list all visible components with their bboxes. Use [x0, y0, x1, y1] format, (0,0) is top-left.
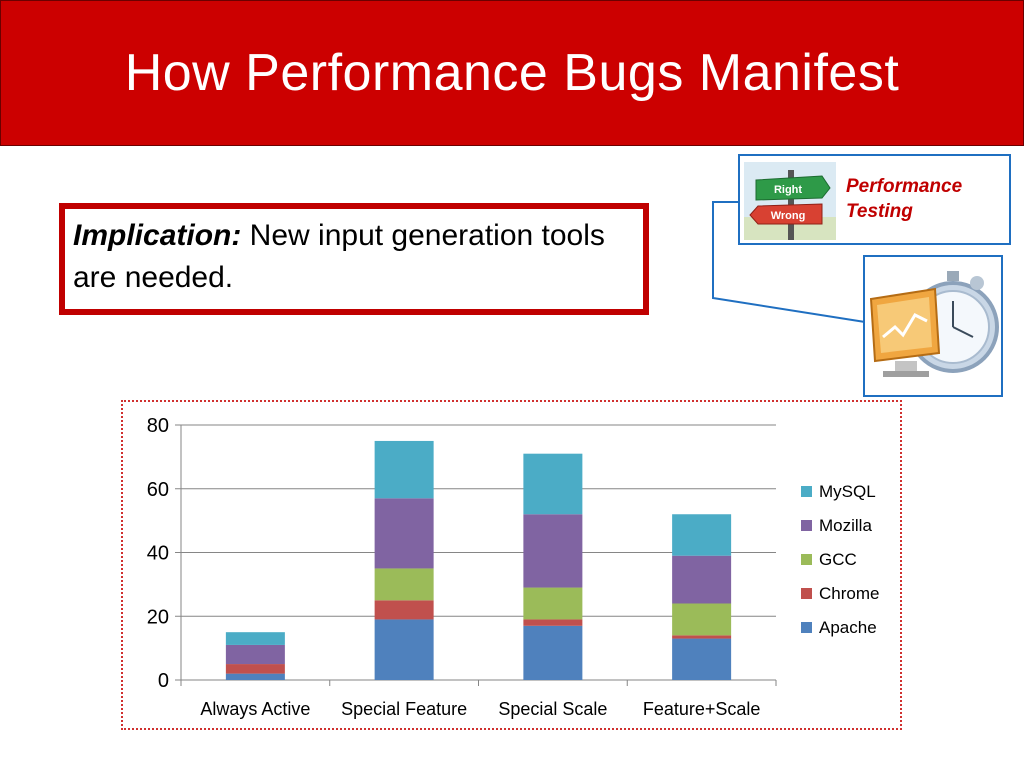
bar-segment-gcc — [672, 603, 732, 636]
stopwatch-image-frame — [863, 255, 1003, 397]
bar-segment-chrome — [523, 619, 583, 626]
bar-segment-mozilla — [225, 644, 285, 665]
bar-segment-mozilla — [523, 514, 583, 588]
implication-box: Implication: New input generation tools … — [59, 203, 649, 315]
bar-segment-apache — [672, 638, 732, 680]
sign-wrong-label: Wrong — [771, 210, 806, 222]
y-tick-label: 0 — [158, 670, 169, 692]
legend-label-apache: Apache — [819, 618, 877, 637]
signpost-icon: Right Wrong — [744, 162, 836, 240]
legend-swatch-apache — [801, 622, 812, 633]
bar-segment-chrome — [225, 664, 285, 674]
implication-lead: Implication: — [73, 219, 242, 252]
legend-label-mozilla: Mozilla — [819, 516, 872, 535]
bar-segment-apache — [523, 625, 583, 680]
bar-segment-mozilla — [374, 498, 434, 569]
perf-label-line2: Testing — [846, 201, 913, 222]
sign-right-label: Right — [774, 184, 802, 196]
bar-segment-chrome — [374, 600, 434, 620]
performance-testing-callout: Right Wrong Performance Testing — [738, 154, 1011, 245]
slide-title: How Performance Bugs Manifest — [124, 44, 900, 102]
legend-swatch-mozilla — [801, 520, 812, 531]
bar-segment-mysql — [374, 440, 434, 499]
chart-frame — [121, 400, 902, 730]
x-category-label: Feature+Scale — [643, 699, 761, 719]
y-tick-label: 40 — [147, 543, 169, 565]
title-bar: How Performance Bugs Manifest — [0, 0, 1024, 146]
x-category-label: Special Scale — [498, 699, 607, 719]
bar-segment-mozilla — [672, 555, 732, 604]
legend-label-chrome: Chrome — [819, 584, 879, 603]
implication-text: New input generation tools are needed. — [73, 219, 605, 294]
legend-label-mysql: MySQL — [819, 482, 876, 501]
performance-testing-label: Performance Testing — [846, 174, 962, 224]
bar-segment-apache — [225, 673, 285, 680]
bar-segment-gcc — [374, 568, 434, 601]
y-tick-label: 20 — [147, 606, 169, 628]
x-category-label: Special Feature — [341, 699, 467, 719]
legend-swatch-gcc — [801, 554, 812, 565]
x-category-label: Always Active — [200, 699, 310, 719]
bar-segment-apache — [374, 619, 434, 680]
y-tick-label: 60 — [147, 479, 169, 501]
bar-segment-mysql — [225, 632, 285, 645]
bar-segment-mysql — [523, 453, 583, 515]
perf-label-line1: Performance — [846, 176, 963, 197]
legend-label-gcc: GCC — [819, 550, 857, 569]
bar-segment-gcc — [523, 587, 583, 620]
bar-segment-mysql — [672, 514, 732, 556]
legend-swatch-chrome — [801, 588, 812, 599]
stacked-bar-chart: 0 20 40 60 80 Always Active Special Feature Spe… — [147, 415, 880, 719]
legend-swatch-mysql — [801, 486, 812, 497]
y-tick-label: 80 — [147, 415, 169, 437]
bar-segment-chrome — [672, 635, 732, 639]
stopwatch-monitor-icon — [869, 271, 999, 377]
